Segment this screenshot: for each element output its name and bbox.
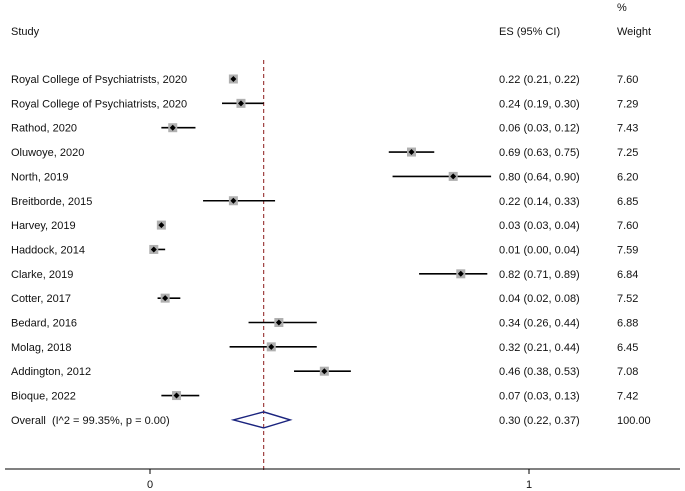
study-weight: 7.59 [617, 244, 638, 256]
study-es-ci: 0.22 (0.21, 0.22) [499, 74, 580, 86]
study-weight: 7.60 [617, 220, 638, 232]
study-weight: 6.84 [617, 269, 638, 281]
study-es-ci: 0.04 (0.02, 0.08) [499, 293, 580, 305]
study-weight: 7.08 [617, 366, 638, 378]
study-label: Bioque, 2022 [11, 391, 76, 403]
study-label: Bedard, 2016 [11, 318, 77, 330]
study-weight: 7.60 [617, 74, 638, 86]
study-label: Clarke, 2019 [11, 269, 73, 281]
study-label: Cotter, 2017 [11, 293, 71, 305]
study-label: North, 2019 [11, 171, 68, 183]
study-es-ci: 0.07 (0.03, 0.13) [499, 391, 580, 403]
overall-label: Overall (I^2 = 99.35%, p = 0.00) [11, 415, 170, 427]
study-column-header: Study [11, 26, 40, 38]
study-label: Oluwoye, 2020 [11, 147, 84, 159]
study-point-marker [450, 173, 457, 180]
study-es-ci: 0.46 (0.38, 0.53) [499, 366, 580, 378]
study-point-marker [162, 295, 169, 302]
study-label: Breitborde, 2015 [11, 196, 92, 208]
weight-column-header: Weight [617, 26, 652, 38]
study-point-marker [150, 246, 157, 253]
study-label: Haddock, 2014 [11, 244, 85, 256]
study-weight: 6.85 [617, 196, 638, 208]
study-weight: 6.20 [617, 171, 638, 183]
study-es-ci: 0.03 (0.03, 0.04) [499, 220, 580, 232]
study-label: Rathod, 2020 [11, 123, 77, 135]
study-weight: 7.29 [617, 98, 638, 110]
study-es-ci: 0.22 (0.14, 0.33) [499, 196, 580, 208]
study-point-marker [230, 197, 237, 204]
study-point-marker [321, 368, 328, 375]
x-axis-tick-label: 0 [147, 479, 153, 491]
study-label: Molag, 2018 [11, 342, 72, 354]
study-point-marker [173, 392, 180, 399]
x-axis-tick-label: 1 [526, 479, 532, 491]
study-es-ci: 0.01 (0.00, 0.04) [499, 244, 580, 256]
study-weight: 7.42 [617, 391, 638, 403]
overall-weight: 100.00 [617, 415, 651, 427]
study-point-marker [158, 222, 165, 229]
study-es-ci: 0.80 (0.64, 0.90) [499, 171, 580, 183]
overall-es-ci: 0.30 (0.22, 0.37) [499, 415, 580, 427]
study-es-ci: 0.69 (0.63, 0.75) [499, 147, 580, 159]
study-weight: 7.43 [617, 123, 638, 135]
study-weight: 7.52 [617, 293, 638, 305]
study-label: Royal College of Psychiatrists, 2020 [11, 74, 187, 86]
study-es-ci: 0.06 (0.03, 0.12) [499, 123, 580, 135]
study-label: Addington, 2012 [11, 366, 91, 378]
study-es-ci: 0.32 (0.21, 0.44) [499, 342, 580, 354]
study-point-marker [457, 270, 464, 277]
study-weight: 6.88 [617, 318, 638, 330]
study-point-marker [408, 149, 415, 156]
study-es-ci: 0.24 (0.19, 0.30) [499, 98, 580, 110]
study-label: Harvey, 2019 [11, 220, 76, 232]
study-point-marker [169, 124, 176, 131]
weight-header-percent: % [617, 2, 627, 14]
study-es-ci: 0.34 (0.26, 0.44) [499, 318, 580, 330]
study-es-ci: 0.82 (0.71, 0.89) [499, 269, 580, 281]
study-weight: 7.25 [617, 147, 638, 159]
study-point-marker [268, 343, 275, 350]
study-point-marker [230, 76, 237, 82]
study-point-marker [275, 319, 282, 326]
overall-diamond [230, 411, 293, 429]
study-weight: 6.45 [617, 342, 638, 354]
es-column-header: ES (95% CI) [499, 26, 561, 38]
study-label: Royal College of Psychiatrists, 2020 [11, 98, 187, 110]
study-point-marker [237, 100, 244, 107]
